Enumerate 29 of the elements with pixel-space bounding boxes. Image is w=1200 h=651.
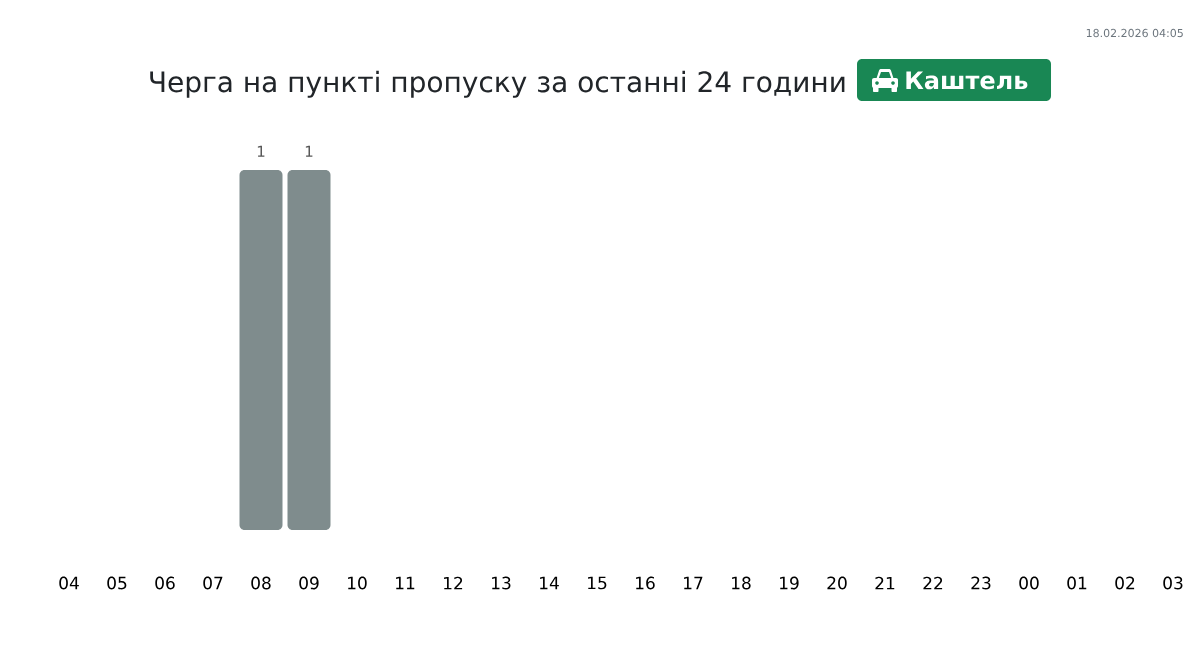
x-tick-label: 02: [1115, 576, 1135, 590]
x-tick-label: 10: [348, 576, 367, 590]
x-tick-label: 22: [923, 576, 943, 590]
chart-title: Черга на пункті пропуску за останні 24 години: [150, 70, 845, 98]
x-tick-label: 07: [203, 576, 223, 590]
x-tick-label: 18: [732, 576, 751, 590]
x-tick-label: 00: [1019, 576, 1039, 590]
data-label: 1: [305, 145, 313, 157]
x-tick-label: 13: [492, 576, 511, 590]
x-tick-label: 21: [875, 576, 895, 590]
x-tick-label: 15: [588, 576, 607, 590]
x-tick-label: 17: [684, 576, 703, 590]
x-tick-label: 12: [444, 576, 463, 590]
x-tick-label: 20: [827, 576, 847, 590]
x-tick-label: 03: [1163, 576, 1183, 590]
x-tick-label: 08: [251, 576, 271, 590]
x-tick-label: 04: [59, 576, 79, 590]
x-tick-label: 05: [107, 576, 127, 590]
x-tick-label: 19: [780, 576, 799, 590]
data-label: 1: [257, 145, 265, 157]
x-tick-label: 16: [636, 576, 655, 590]
x-tick-label: 06: [155, 576, 175, 590]
x-tick-label: 11: [396, 576, 415, 590]
x-tick-label: 01: [1067, 576, 1087, 590]
text: 18.02.2026 04:05: [1086, 28, 1183, 38]
x-tick-label: 09: [299, 576, 319, 590]
x-tick-label: 23: [971, 576, 991, 590]
chart-subtitle: Каштель: [906, 71, 1028, 90]
x-tick-label: 14: [540, 576, 559, 590]
